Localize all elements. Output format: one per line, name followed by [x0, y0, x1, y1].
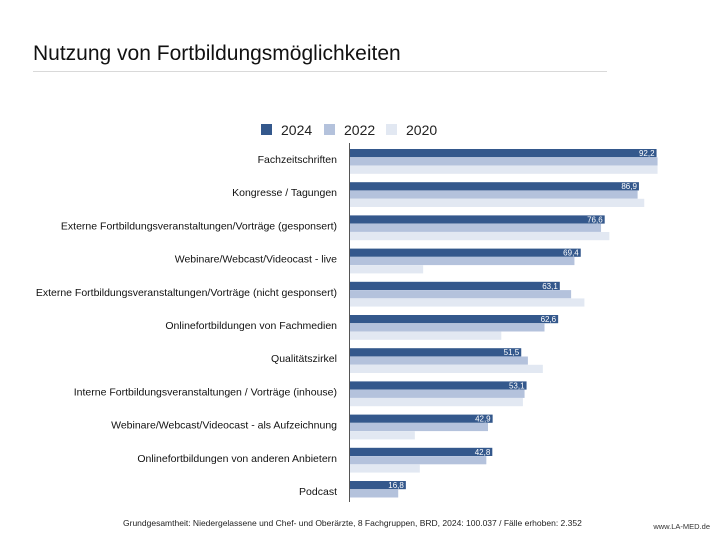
bar-2024 [350, 182, 639, 191]
bar-2020 [350, 431, 415, 440]
category-label: Onlinefortbildungen von Fachmedien [165, 320, 337, 332]
bar-2022 [350, 456, 487, 465]
chart-title: Nutzung von Fortbildungsmöglichkeiten [33, 42, 401, 65]
value-labels: 92,2 86,9 76,6 69,4 63,1 62,6 51,5 53,1 42,9 42,8… [388, 149, 655, 490]
bar-2022 [350, 356, 528, 365]
title-divider [33, 71, 607, 72]
legend-label-2020: 2020 [406, 122, 437, 138]
bar-2024 [350, 248, 581, 257]
bar-2022 [350, 157, 658, 166]
value-label: 92,2 [639, 149, 655, 158]
category-label: Onlinefortbildungen von anderen Anbieter… [137, 453, 337, 465]
category-label: Fachzeitschriften [258, 154, 338, 166]
bar-2024 [350, 381, 527, 390]
value-label: 62,6 [541, 315, 557, 324]
value-label: 42,8 [475, 448, 491, 457]
value-label: 51,5 [504, 348, 520, 357]
category-labels: Fachzeitschriften Kongresse / Tagungen Ext… [36, 154, 337, 498]
bar-2020 [350, 198, 645, 207]
value-label: 42,9 [475, 415, 491, 424]
legend-swatch-2024 [261, 124, 272, 135]
bar-2022 [350, 190, 638, 199]
bar-2024 [350, 149, 657, 158]
value-label: 53,1 [509, 381, 525, 390]
bar-2024 [350, 315, 559, 324]
bar-2020 [350, 331, 502, 340]
category-label: Webinare/Webcast/Videocast - als Aufzeic… [111, 420, 337, 432]
bar-2022 [350, 323, 545, 332]
bar-2022 [350, 389, 525, 398]
bar-2024 [350, 414, 493, 423]
value-label: 86,9 [621, 182, 637, 191]
bar-2024 [350, 281, 560, 290]
bar-2022 [350, 223, 602, 232]
bar-2022 [350, 290, 572, 299]
category-label: Interne Fortbildungsveranstaltungen / Vo… [74, 386, 337, 398]
bars [350, 149, 658, 498]
category-label: Externe Fortbildungsveranstaltungen/Vort… [61, 220, 337, 232]
value-label: 63,1 [542, 282, 558, 291]
bar-2020 [350, 298, 585, 307]
category-label: Kongresse / Tagungen [232, 187, 337, 199]
value-label: 69,4 [563, 249, 579, 258]
category-label: Webinare/Webcast/Videocast - live [175, 254, 337, 266]
legend-label-2024: 2024 [281, 122, 312, 138]
category-label: Externe Fortbildungsveranstaltungen/Vort… [36, 287, 337, 299]
bar-2022 [350, 489, 399, 498]
value-label: 76,6 [587, 215, 603, 224]
bar-2020 [350, 398, 523, 407]
bar-2022 [350, 422, 488, 432]
bar-2020 [350, 464, 420, 473]
bar-2020 [350, 265, 424, 274]
bar-2020 [350, 364, 543, 373]
bar-2024 [350, 215, 605, 224]
category-label: Qualitätszirkel [271, 353, 337, 365]
bar-2024 [350, 481, 406, 490]
bar-2024 [350, 348, 522, 357]
bar-2020 [350, 232, 610, 241]
value-label: 16,8 [388, 481, 404, 490]
bar-2024 [350, 447, 493, 456]
source-credit: www.LA-MED.de [653, 522, 710, 531]
bar-2020 [350, 165, 658, 174]
legend: 2024 2022 2020 [261, 122, 437, 138]
footnote: Grundgesamtheit: Niedergelassene und Che… [123, 518, 582, 528]
legend-swatch-2020 [386, 124, 397, 135]
bar-2022 [350, 256, 575, 266]
legend-swatch-2022 [324, 124, 335, 135]
legend-label-2022: 2022 [344, 122, 375, 138]
category-label: Podcast [299, 486, 337, 498]
